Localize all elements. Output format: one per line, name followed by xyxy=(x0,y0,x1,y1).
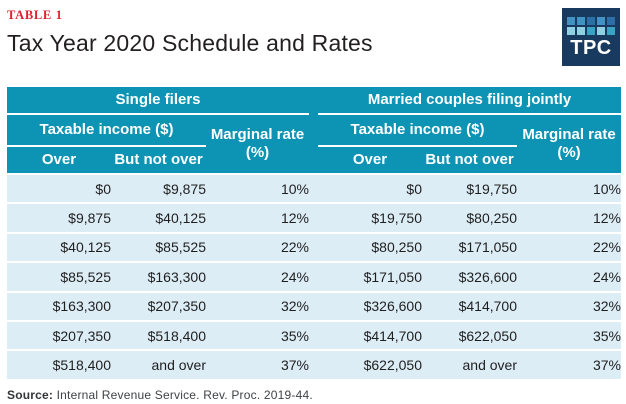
title-block: TABLE 1 Tax Year 2020 Schedule and Rates xyxy=(7,8,373,58)
page-title: Tax Year 2020 Schedule and Rates xyxy=(7,30,373,56)
table-header: Single filers Married couples filing joi… xyxy=(7,87,622,175)
logo-grid-square xyxy=(607,26,615,35)
table-row: $207,350 $518,400 35% $414,700 $622,050 35% xyxy=(7,320,622,352)
taxable-income-header-single: Taxable income ($) xyxy=(7,114,206,147)
table-row: $9,875 $40,125 12% $19,750 $80,250 12% xyxy=(7,203,622,234)
column-gap xyxy=(309,262,318,293)
logo-grid-square xyxy=(567,16,575,25)
over-header-married: Over xyxy=(318,146,422,175)
cell-not-over-single: $207,350 xyxy=(111,291,206,322)
table-row: $0 $9,875 10% $0 $19,750 10% xyxy=(7,174,622,205)
cell-over-married: $0 xyxy=(318,174,422,205)
logo-grid-square xyxy=(587,26,595,35)
cell-rate-single: 12% xyxy=(206,203,309,234)
cell-over-married: $326,600 xyxy=(318,291,422,322)
cell-not-over-married: $622,050 xyxy=(422,320,517,352)
table-row: $40,125 $85,525 22% $80,250 $171,050 22% xyxy=(7,232,622,264)
column-gap xyxy=(309,174,318,205)
tpc-logo-text: TPC xyxy=(570,36,612,59)
logo-grid-square xyxy=(597,26,605,35)
cell-rate-single: 32% xyxy=(206,291,309,322)
cell-over-married: $80,250 xyxy=(318,232,422,264)
column-gap xyxy=(309,203,318,234)
source-text: Internal Revenue Service. Rev. Proc. 201… xyxy=(56,387,313,402)
column-gap xyxy=(309,320,318,352)
married-filers-header: Married couples filing jointly xyxy=(318,87,622,115)
group-header-row: Single filers Married couples filing joi… xyxy=(7,87,622,175)
cell-rate-married: 37% xyxy=(517,350,622,379)
cell-not-over-single: and over xyxy=(111,350,206,379)
not-over-header-single: But not over xyxy=(111,146,206,175)
cell-rate-single: 37% xyxy=(206,350,309,379)
column-header-row: Over But not over Over But not over xyxy=(7,146,621,175)
cell-over-single: $9,875 xyxy=(7,203,111,234)
cell-over-single: $518,400 xyxy=(7,350,111,379)
single-filers-header: Single filers xyxy=(7,87,309,115)
cell-not-over-single: $518,400 xyxy=(111,320,206,352)
cell-rate-single: 35% xyxy=(206,320,309,352)
cell-over-married: $19,750 xyxy=(318,203,422,234)
logo-grid-square xyxy=(587,16,595,25)
table-row: $518,400 and over 37% $622,050 and over 37% xyxy=(7,350,622,379)
cell-over-married: $171,050 xyxy=(318,262,422,293)
tpc-logo-grid xyxy=(567,16,615,35)
cell-over-single: $163,300 xyxy=(7,291,111,322)
cell-not-over-single: $40,125 xyxy=(111,203,206,234)
column-gap xyxy=(309,350,318,379)
masthead: TABLE 1 Tax Year 2020 Schedule and Rates… xyxy=(7,8,620,66)
cell-rate-married: 10% xyxy=(517,174,622,205)
cell-over-married: $622,050 xyxy=(318,350,422,379)
column-gap xyxy=(309,232,318,264)
cell-over-single: $85,525 xyxy=(7,262,111,293)
table-row: $163,300 $207,350 32% $326,600 $414,700 32% xyxy=(7,291,622,322)
income-header-row: Taxable income ($) Marginal rate (%) Tax… xyxy=(7,114,622,175)
table-label: TABLE 1 xyxy=(7,8,63,22)
logo-grid-square xyxy=(577,16,585,25)
source-label: Source: xyxy=(7,387,54,402)
marginal-rate-header-married: Marginal rate (%) xyxy=(517,114,622,175)
cell-not-over-married: $326,600 xyxy=(422,262,517,293)
cell-not-over-married: $414,700 xyxy=(422,291,517,322)
not-over-header-married: But not over xyxy=(422,146,517,175)
cell-rate-married: 24% xyxy=(517,262,622,293)
over-header-single: Over xyxy=(7,146,111,175)
cell-rate-married: 32% xyxy=(517,291,622,322)
cell-rate-single: 24% xyxy=(206,262,309,293)
logo-grid-square xyxy=(577,26,585,35)
cell-not-over-married: $171,050 xyxy=(422,232,517,264)
column-gap xyxy=(309,87,318,175)
tax-rates-table: Single filers Married couples filing joi… xyxy=(7,87,622,379)
tpc-logo: TPC xyxy=(562,8,620,66)
cell-over-single: $0 xyxy=(7,174,111,205)
cell-rate-married: 35% xyxy=(517,320,622,352)
cell-not-over-married: $80,250 xyxy=(422,203,517,234)
logo-grid-square xyxy=(567,26,575,35)
cell-over-single: $207,350 xyxy=(7,320,111,352)
cell-over-married: $414,700 xyxy=(318,320,422,352)
cell-rate-married: 12% xyxy=(517,203,622,234)
cell-over-single: $40,125 xyxy=(7,232,111,264)
marginal-rate-header-single: Marginal rate (%) xyxy=(206,114,309,175)
taxable-income-header-married: Taxable income ($) xyxy=(318,114,517,147)
column-gap xyxy=(309,291,318,322)
source-note: Source: Internal Revenue Service. Rev. P… xyxy=(7,388,620,402)
cell-not-over-single: $85,525 xyxy=(111,232,206,264)
table-row: $85,525 $163,300 24% $171,050 $326,600 24% xyxy=(7,262,622,293)
logo-grid-square xyxy=(597,16,605,25)
cell-not-over-single: $163,300 xyxy=(111,262,206,293)
cell-rate-married: 22% xyxy=(517,232,622,264)
cell-rate-single: 22% xyxy=(206,232,309,264)
cell-rate-single: 10% xyxy=(206,174,309,205)
cell-not-over-married: and over xyxy=(422,350,517,379)
cell-not-over-single: $9,875 xyxy=(111,174,206,205)
logo-grid-square xyxy=(607,16,615,25)
cell-not-over-married: $19,750 xyxy=(422,174,517,205)
table-body: $0 $9,875 10% $0 $19,750 10% $9,875 $40,125 12% $… xyxy=(7,174,622,379)
